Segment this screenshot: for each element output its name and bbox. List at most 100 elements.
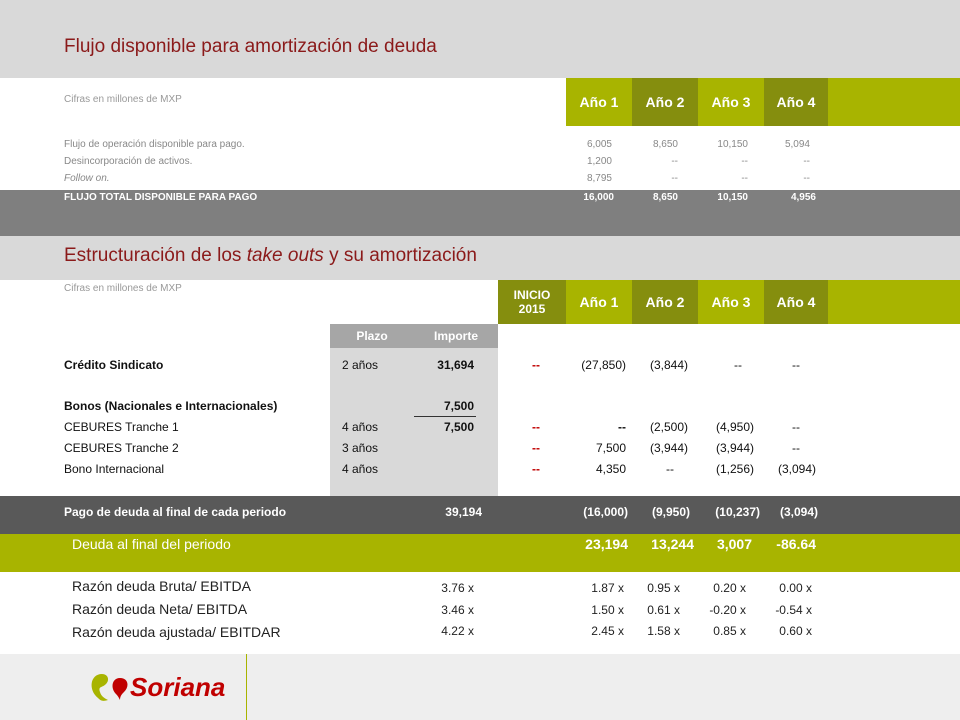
s1-row-label: Follow on. (64, 173, 110, 184)
deuda-final-year1: 23,194 (585, 536, 628, 552)
s2-header-year4: Año 4 (764, 280, 828, 324)
ratio-year4: -0.54 x (775, 603, 812, 617)
tranche2-year3: (3,944) (715, 441, 754, 455)
tranche1-label: CEBURES Tranche 1 (64, 420, 179, 434)
s1-header-filler (828, 78, 960, 126)
ratio-year2: 0.61 x (647, 603, 680, 617)
footer (0, 654, 960, 720)
s1-total-value: 4,956 (790, 192, 816, 203)
s1-row-value: -- (741, 156, 748, 167)
bono-int-label: Bono Internacional (64, 462, 165, 476)
s1-row-value: 1,200 (586, 156, 612, 167)
section2-units: Cifras en millones de MXP (64, 283, 182, 294)
credito-plazo: 2 años (342, 358, 379, 372)
s1-row-label: Flujo de operación disponible para pago. (64, 139, 245, 150)
tranche2-inicio: -- (532, 441, 540, 455)
deuda-final-label: Deuda al final del periodo (72, 536, 231, 552)
s2-header-year3: Año 3 (698, 280, 764, 324)
ratio-importe: 4.22 x (441, 624, 474, 638)
deuda-final-band (0, 534, 960, 572)
tranche2-label: CEBURES Tranche 2 (64, 441, 179, 455)
soriana-logo-icon (91, 674, 128, 701)
s1-row-value: 6,005 (586, 139, 612, 150)
section1-units: Cifras en millones de MXP (64, 94, 182, 105)
bono-int-year1: 4,350 (595, 462, 626, 476)
tranche1-inicio: -- (532, 420, 540, 434)
pago-label: Pago de deuda al final de cada periodo (64, 505, 287, 519)
s1-row-value: -- (671, 156, 678, 167)
bonos-importe: 7,500 (443, 399, 474, 413)
tranche2-year2: (3,944) (649, 441, 688, 455)
s1-header-year1: Año 1 (566, 78, 632, 126)
s1-header-year4: Año 4 (764, 78, 828, 126)
ratio-year3: 0.85 x (713, 624, 746, 638)
ratio-importe: 3.76 x (441, 581, 474, 595)
ratio-year2: 1.58 x (647, 624, 680, 638)
section1-title-bar: Flujo disponible para amortización de de… (0, 0, 960, 78)
credito-year3: -- (734, 358, 742, 372)
pago-year4: (3,094) (779, 505, 818, 519)
bonos-underline (414, 416, 476, 417)
s1-row-label: Desincorporación de activos. (64, 156, 193, 167)
importe-header: Importe (414, 324, 498, 348)
s1-row-value: -- (741, 173, 748, 184)
ratio-importe: 3.46 x (441, 603, 474, 617)
s2-header-inicio: INICIO 2015 (498, 280, 566, 324)
s1-header-year2: Año 2 (632, 78, 698, 126)
section2-title: Estructuración de los take outs y su amo… (64, 245, 477, 266)
s2-header-filler (828, 280, 960, 324)
soriana-logo: Soriana (86, 668, 236, 712)
ratio-year1: 1.87 x (591, 581, 624, 595)
bono-int-year3: (1,256) (715, 462, 754, 476)
tranche1-year2: (2,500) (649, 420, 688, 434)
ratio-year4: 0.00 x (779, 581, 812, 595)
ratio-year3: 0.20 x (713, 581, 746, 595)
tranche2-plazo: 3 años (342, 441, 379, 455)
pago-year1: (16,000) (583, 505, 628, 519)
ratio-year1: 2.45 x (591, 624, 624, 638)
ratio-label: Razón deuda Bruta/ EBITDA (72, 578, 251, 594)
tranche1-plazo: 4 años (342, 420, 379, 434)
plazo-header: Plazo (330, 324, 414, 348)
s1-total-label: FLUJO TOTAL DISPONIBLE PARA PAGO (64, 192, 258, 203)
credito-importe: 31,694 (437, 358, 474, 372)
s1-total-value: 8,650 (652, 192, 678, 203)
s1-row-value: -- (803, 173, 810, 184)
ratio-year2: 0.95 x (647, 581, 680, 595)
ratio-year1: 1.50 x (591, 603, 624, 617)
credito-inicio: -- (532, 358, 540, 372)
deuda-final-year3: 3,007 (716, 536, 752, 552)
tranche2-year1: 7,500 (595, 441, 626, 455)
ratio-label: Razón deuda Neta/ EBITDA (72, 601, 248, 617)
deuda-final-year2: 13,244 (651, 536, 694, 552)
pago-band (0, 496, 960, 534)
footer-divider (246, 654, 247, 720)
s1-total-value: 10,150 (717, 192, 748, 203)
s1-row-value: 8,795 (586, 173, 612, 184)
s1-row-value: -- (671, 173, 678, 184)
bono-int-year2: -- (666, 462, 674, 476)
section1-title: Flujo disponible para amortización de de… (64, 36, 437, 57)
tranche2-year4: -- (792, 441, 800, 455)
s1-row-value: -- (803, 156, 810, 167)
credito-year2: (3,844) (649, 358, 688, 372)
s1-total-value: 16,000 (583, 192, 614, 203)
ratios-area (0, 572, 960, 654)
pago-year3: (10,237) (715, 505, 760, 519)
section2-title-bar: Estructuración de los take outs y su amo… (0, 236, 960, 280)
bono-int-year4: (3,094) (777, 462, 816, 476)
s1-row-value: 10,150 (717, 139, 748, 150)
s1-total-band (0, 190, 960, 236)
tranche1-year3: (4,950) (715, 420, 754, 434)
tranche1-year1: -- (618, 420, 626, 434)
s2-header-year2: Año 2 (632, 280, 698, 324)
bonos-label: Bonos (Nacionales e Internacionales) (64, 399, 278, 413)
credito-year4: -- (792, 358, 800, 372)
ratio-year3: -0.20 x (709, 603, 746, 617)
pago-year2: (9,950) (651, 505, 690, 519)
s1-row-value: 8,650 (652, 139, 678, 150)
tranche1-importe: 7,500 (443, 420, 474, 434)
credito-year1: (27,850) (581, 358, 626, 372)
soriana-logo-text: Soriana (130, 672, 226, 702)
bono-int-inicio: -- (532, 462, 540, 476)
